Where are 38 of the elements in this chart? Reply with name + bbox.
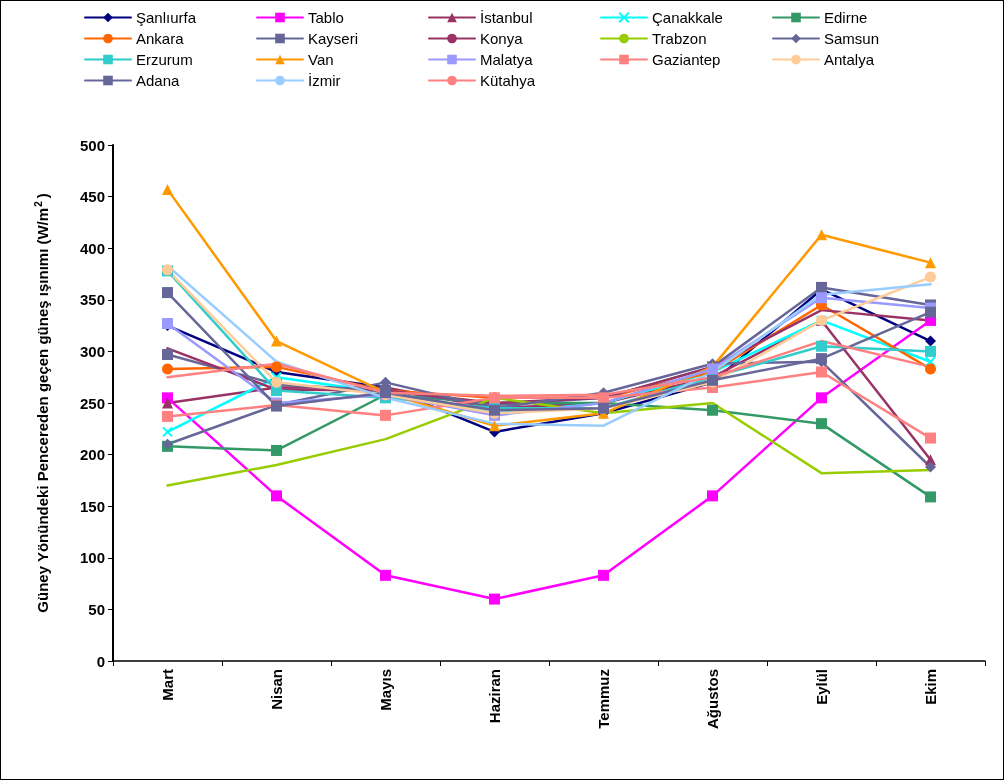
legend-label: Kayseri [308,30,359,47]
legend-label: Konya [480,30,524,47]
y-tick-label: 250 [79,394,105,412]
x-tick-label: Nisan [268,669,285,710]
legend-label: Ankara [136,30,185,47]
legend-label: Çanakkale [652,9,723,26]
legend-label: Trabzon [652,30,707,47]
y-tick-label: 350 [79,291,105,309]
y-tick-label: 0 [96,652,105,670]
legend-label: Tablo [308,9,344,26]
x-tick-label: Ağustos [704,669,721,729]
x-tick-label: Temmuz [595,669,612,729]
y-axis-title: Güney Yönündeki Pencereden geçen güneş ışınımı (W/m2) [32,193,51,613]
y-tick-label: 500 [79,136,105,154]
x-tick-label: Haziran [486,669,503,724]
x-tick-label: Mart [159,669,176,701]
y-tick-label: 50 [88,600,105,618]
legend-label: Edirne [824,9,868,26]
y-tick-label: 100 [79,549,105,567]
legend-label: Van [308,51,334,68]
legend-label: Gaziantep [652,51,721,68]
y-tick-label: 450 [79,188,105,206]
legend-label: Malatya [480,51,534,68]
legend-label: Adana [136,72,181,89]
x-tick-label: Mayıs [377,669,394,711]
legend-label: Kütahya [480,72,536,89]
legend-label: Antalya [824,51,875,68]
y-tick-label: 300 [79,342,105,360]
y-tick-label: 400 [79,239,105,257]
legend-label: Erzurum [136,51,193,68]
y-tick-label: 150 [79,497,105,515]
legend-label: İzmir [308,72,341,89]
x-tick-label: Eylül [813,669,830,705]
x-tick-label: Ekim [922,669,939,705]
y-tick-label: 200 [79,446,105,464]
legend-label: Şanlıurfa [136,9,197,26]
legend-label: İstanbul [480,9,533,26]
legend-label: Samsun [824,30,880,47]
